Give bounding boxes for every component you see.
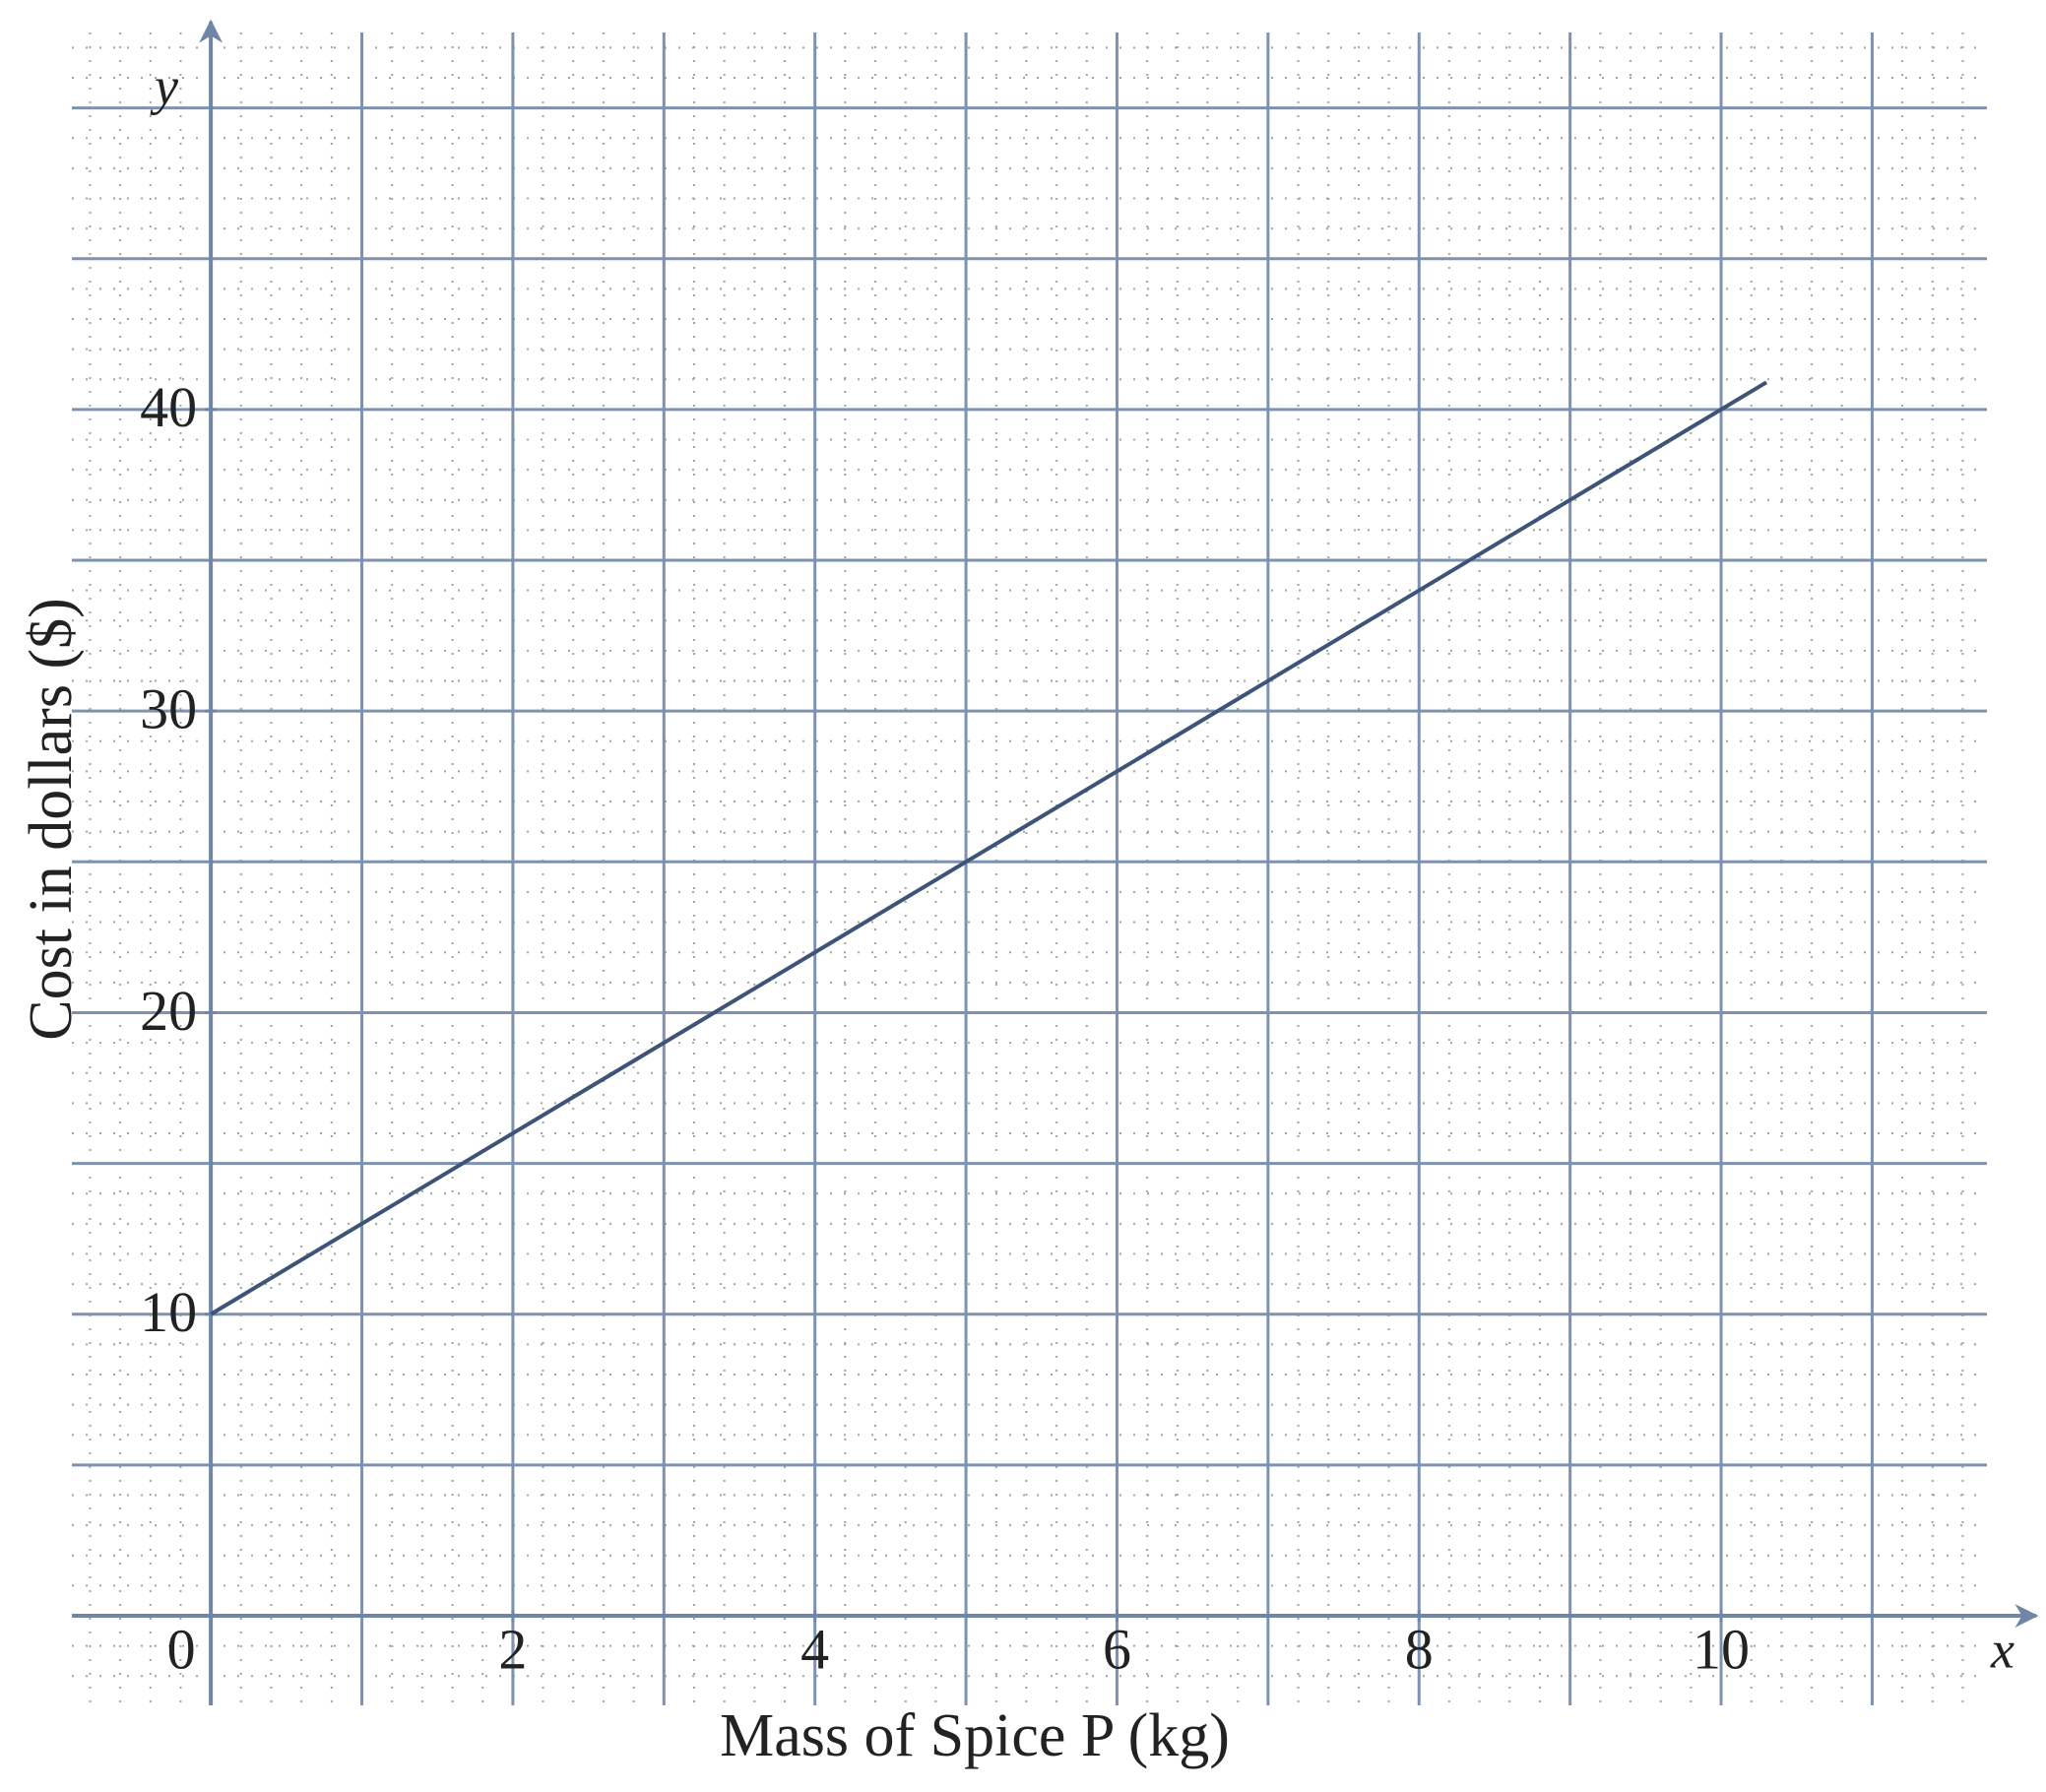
x-tick-label: 6: [1103, 1617, 1131, 1681]
x-tick-label: 10: [1693, 1617, 1750, 1681]
x-tick-label: 2: [498, 1617, 527, 1681]
data-line: [210, 380, 1768, 1316]
grid: [72, 32, 1987, 1705]
x-tick-label: 4: [800, 1617, 829, 1681]
x-tick-label: 0: [167, 1617, 196, 1681]
y-tick-label: 10: [140, 1280, 197, 1344]
y-tick-label: 20: [140, 979, 197, 1043]
y-axis-label: Cost in dollars ($): [18, 598, 85, 1040]
y-tick-label: 40: [140, 375, 197, 439]
x-axis-name: x: [1990, 1620, 2014, 1679]
y-tick-label: 30: [140, 676, 197, 740]
plot: 0 2 4 6 8 10 10 20 30 40: [72, 19, 2039, 1705]
x-axis-label: Mass of Spice P (kg): [720, 1702, 1230, 1769]
y-axis-name: y: [150, 56, 178, 115]
x-tick-label: 8: [1405, 1617, 1434, 1681]
